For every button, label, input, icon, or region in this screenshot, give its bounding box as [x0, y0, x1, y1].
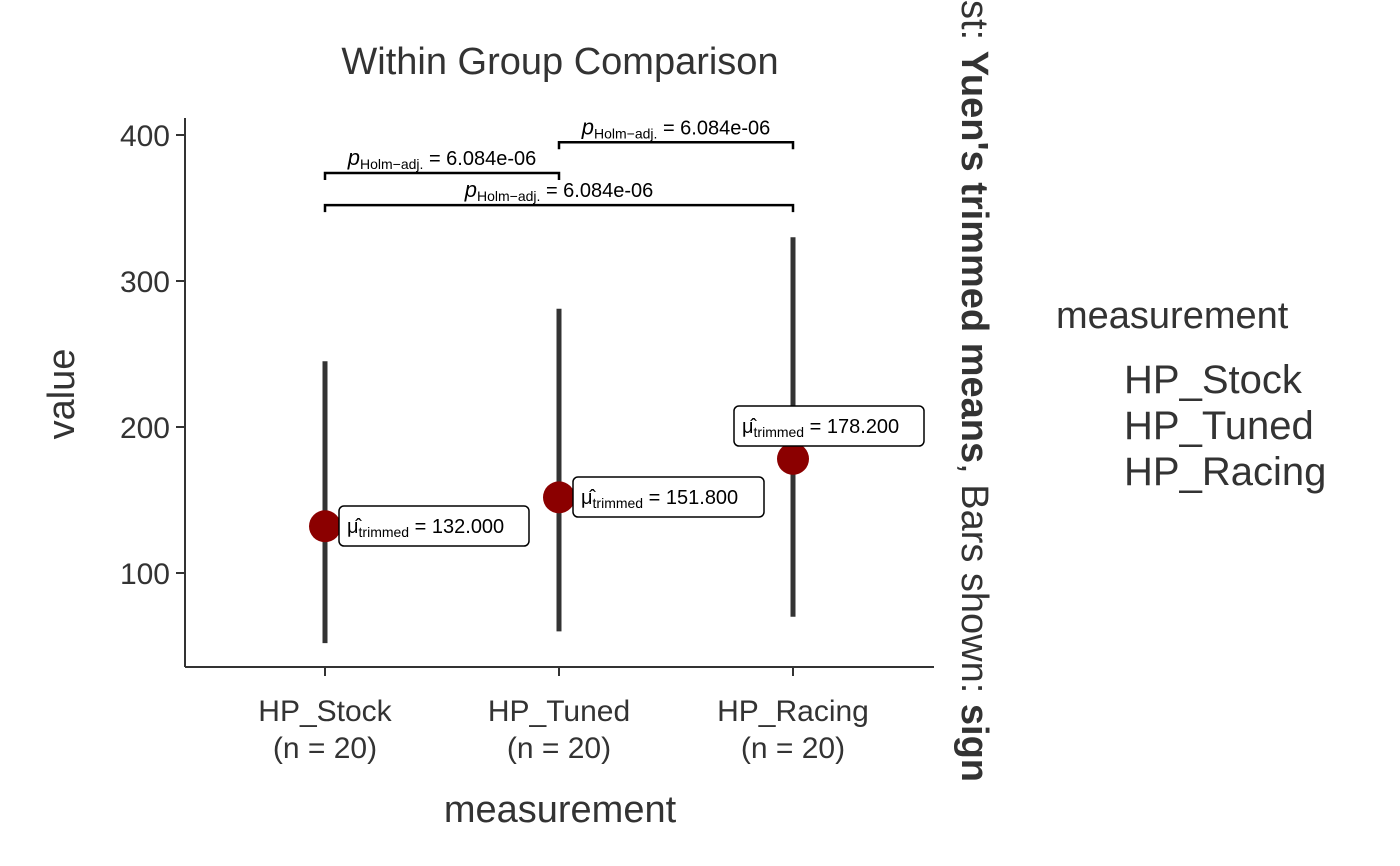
- chart-caption: st: Yuen's trimmed means, Bars shown: si…: [953, 0, 995, 782]
- comparison-bracket: [557, 141, 795, 150]
- y-tick-label: 400: [120, 120, 170, 153]
- legend-entry: HP_Tuned: [1124, 404, 1314, 448]
- mean-label-box: [338, 505, 530, 547]
- x-tick-label: HP_Tuned: [488, 695, 630, 728]
- pairwise-comparisons: pHolm−adj. = 6.084e-06 pHolm−adj. = 6.084…: [323, 114, 795, 213]
- legend-entry: HP_Stock: [1124, 358, 1303, 402]
- mean-point: [309, 510, 341, 543]
- x-axis: HP_Stock (n = 20) HP_Tuned (n = 20) HP_Racin…: [185, 666, 934, 765]
- caption-part1: st:: [953, 0, 995, 51]
- comparison-label: pHolm−adj. = 6.084e-06: [347, 145, 537, 172]
- chart-title: Within Group Comparison: [341, 41, 778, 83]
- comparison-label: pHolm−adj. = 6.084e-06: [464, 177, 654, 204]
- mean-label-box: [572, 476, 765, 518]
- x-axis-label: measurement: [444, 789, 677, 831]
- mean-point: [777, 442, 809, 475]
- y-axis: 100 200 300 400: [120, 118, 186, 667]
- mean-points: [309, 442, 809, 543]
- y-tick-label: 100: [120, 558, 170, 591]
- comparison-bracket: [323, 203, 795, 213]
- mean-label-box: [733, 405, 925, 447]
- x-tick-n-label: (n = 20): [273, 732, 377, 765]
- comparison-bracket: [323, 171, 561, 180]
- caption-bold1: Yuen's trimmed means: [953, 51, 995, 463]
- comparison-label: pHolm−adj. = 6.084e-06: [581, 114, 771, 141]
- x-tick-label: HP_Racing: [717, 695, 869, 728]
- y-tick-label: 300: [120, 266, 170, 299]
- x-tick-n-label: (n = 20): [741, 732, 845, 765]
- caption-part2: , Bars shown:: [953, 463, 995, 704]
- mean-label: μ̂trimmed = 178.200: [742, 416, 899, 440]
- legend-title: measurement: [1056, 295, 1289, 337]
- mean-point: [543, 481, 575, 514]
- caption-bold2: sign: [953, 704, 995, 782]
- x-tick-n-label: (n = 20): [507, 732, 611, 765]
- mean-label: μ̂trimmed = 132.000: [347, 516, 504, 540]
- range-bars: [322, 237, 796, 644]
- x-tick-label: HP_Stock: [258, 695, 392, 728]
- legend-entry: HP_Racing: [1124, 450, 1326, 494]
- y-tick-label: 200: [120, 412, 170, 445]
- y-axis-label: value: [41, 349, 83, 440]
